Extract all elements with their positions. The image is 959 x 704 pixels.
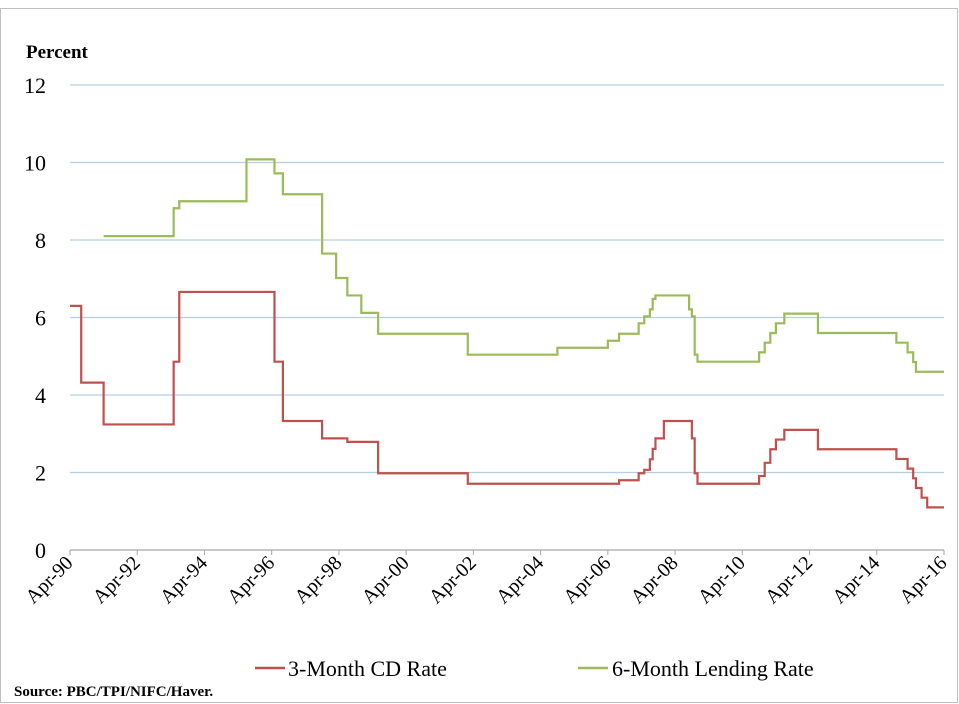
x-tick-label: Apr-06 xyxy=(559,552,615,608)
y-tick-label: 8 xyxy=(35,228,46,253)
legend-label: 6-Month Lending Rate xyxy=(612,656,814,681)
x-tick-label: Apr-92 xyxy=(89,552,145,608)
x-tick-label: Apr-02 xyxy=(425,552,481,608)
x-tick-label: Apr-98 xyxy=(290,552,346,608)
x-tick-label: Apr-90 xyxy=(21,552,77,608)
x-tick-label: Apr-10 xyxy=(694,552,750,608)
source-note: Source: PBC/TPI/NIFC/Haver. xyxy=(14,684,213,700)
y-tick-label: 6 xyxy=(35,306,46,331)
x-tick-label: Apr-96 xyxy=(223,552,279,608)
x-tick-label: Apr-00 xyxy=(358,552,414,608)
series-line xyxy=(70,290,944,509)
x-tick-label: Apr-08 xyxy=(626,552,682,608)
legend-label: 3-Month CD Rate xyxy=(288,656,447,681)
y-axis-label: Percent xyxy=(26,42,89,63)
y-tick-label: 2 xyxy=(35,461,46,486)
y-tick-label: 12 xyxy=(24,73,46,98)
y-tick-label: 4 xyxy=(35,383,46,408)
frame xyxy=(0,8,958,703)
y-tick-label: 0 xyxy=(35,538,46,563)
x-tick-label: Apr-12 xyxy=(761,552,817,608)
x-tick-label: Apr-14 xyxy=(828,552,884,608)
x-tick-label: Apr-04 xyxy=(492,552,548,608)
x-tick-label: Apr-94 xyxy=(156,552,212,608)
y-tick-label: 10 xyxy=(24,151,46,176)
x-tick-label: Apr-16 xyxy=(895,552,951,608)
series-line xyxy=(103,158,944,373)
